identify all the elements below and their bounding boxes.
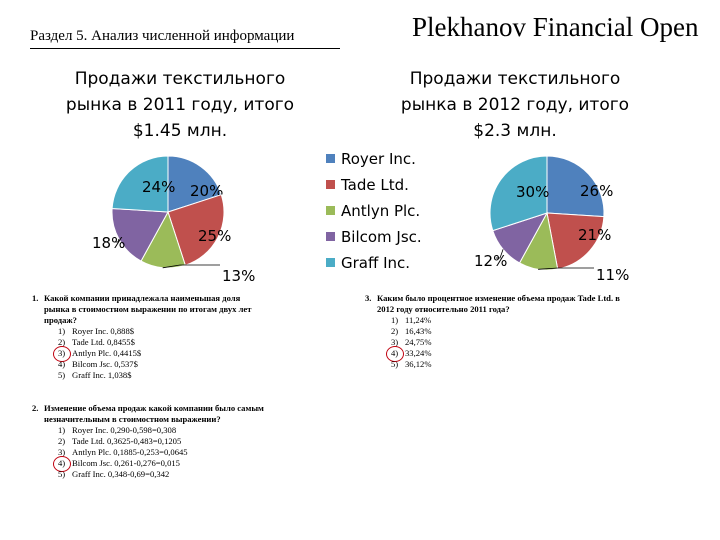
answer-option: 1) Royer Inc. 0,888$ xyxy=(58,326,135,336)
section-underline xyxy=(30,48,340,49)
leader-line xyxy=(538,267,594,270)
legend-item-royer: Royer Inc. xyxy=(326,146,422,172)
data-label-graff: 30% xyxy=(516,183,549,201)
pie-slice-tade xyxy=(167,194,225,266)
data-label-royer: 26% xyxy=(580,182,613,200)
pie-slice-graff xyxy=(489,155,548,232)
legend-swatch xyxy=(326,206,335,215)
answer-option: 3) Antlyn Plc. 0,1885-0,253=0,0645 xyxy=(58,447,188,457)
data-label-graff: 24% xyxy=(142,178,175,196)
answer-option: 5) Graff Inc. 0,348-0,69=0,342 xyxy=(58,469,170,479)
data-label-tade: 21% xyxy=(578,226,611,244)
answer-option: 4) Bilcom Jsc. 0,537$ xyxy=(58,359,138,369)
legend-item-tade: Tade Ltd. xyxy=(326,172,422,198)
data-label-bilcom: 12% xyxy=(474,252,507,270)
legend-item-graff: Graff Inc. xyxy=(326,250,422,276)
legend-item-bilcom: Bilcom Jsc. xyxy=(326,224,422,250)
pie-slice-bilcom xyxy=(111,207,169,262)
pie-2012: 26% 21% 11% 12% 30% xyxy=(474,155,629,284)
question-1: 1. Какой компании принадлежала наименьша… xyxy=(32,293,334,381)
section-title: Раздел 5. Анализ численной информации xyxy=(30,28,295,44)
pie-slice-graff xyxy=(111,155,169,213)
answer-option-circled: 3) Antlyn Plc. 0,4415$ xyxy=(44,346,334,362)
data-label-royer: 20% xyxy=(190,182,223,200)
data-label-bilcom: 18% xyxy=(92,234,125,252)
question-text: Какой компании принадлежала наименьшая д… xyxy=(44,293,252,325)
legend-label: Antlyn Plc. xyxy=(341,202,421,220)
chart-2012-title: Продажи текстильного рынка в 2012 году, … xyxy=(400,69,630,141)
question-number: 1. xyxy=(32,293,39,303)
answer-option: 5) Graff Inc. 1,038$ xyxy=(58,370,132,380)
answer-option: 1) Royer Inc. 0,290-0,598=0,308 xyxy=(58,425,177,435)
question-number: 2. xyxy=(32,403,39,413)
answer-option-circled: 4) Bilcom Jsc. 0,261-0,276=0,015 xyxy=(44,456,344,472)
leader-line xyxy=(114,238,120,243)
data-label-tade: 25% xyxy=(198,227,231,245)
answer-option: 2) Tade Ltd. 0,8455$ xyxy=(58,337,135,347)
answer-option: 2) 16,43% xyxy=(391,326,432,336)
question-number: 3. xyxy=(365,293,372,303)
brand-title: Plekhanov Financial Open xyxy=(412,12,699,42)
answer-option: 1) 11,24% xyxy=(391,315,432,325)
legend-swatch xyxy=(326,232,335,241)
question-2: 2. Изменение объема продаж какой компани… xyxy=(32,403,344,480)
pie-2011: 20% 25% 13% 18% 24% xyxy=(92,155,255,285)
answer-option: 5) 36,12% xyxy=(391,359,432,369)
legend-label: Royer Inc. xyxy=(341,150,416,168)
answer-option: 2) Tade Ltd. 0,3625-0,483=0,1205 xyxy=(58,436,182,446)
data-label-antlyn: 13% xyxy=(222,267,255,285)
legend-swatch xyxy=(326,154,335,163)
pie-slice-royer xyxy=(546,155,605,218)
legend-label: Graff Inc. xyxy=(341,254,411,272)
answer-option-circled: 4) 33,24% xyxy=(377,346,707,362)
leader-line xyxy=(162,264,220,269)
legend-label: Tade Ltd. xyxy=(341,176,409,194)
question-3: 3. Каким было процентное изменение объем… xyxy=(365,293,707,370)
legend-item-antlyn: Antlyn Plc. xyxy=(326,198,422,224)
data-label-antlyn: 11% xyxy=(596,266,629,284)
legend-swatch xyxy=(326,180,335,189)
legend: Royer Inc. Tade Ltd. Antlyn Plc. Bilcom … xyxy=(326,146,422,276)
pie-slice-royer xyxy=(167,155,222,213)
answer-option: 3) 24,75% xyxy=(391,337,432,347)
question-text: Изменение объема продаж какой компании б… xyxy=(44,403,264,424)
chart-2011-title: Продажи текстильного рынка в 2011 году, … xyxy=(65,69,295,141)
legend-label: Bilcom Jsc. xyxy=(341,228,422,246)
question-text: Каким было процентное изменение объема п… xyxy=(377,293,620,314)
leader-line xyxy=(496,249,504,259)
legend-swatch xyxy=(326,258,335,267)
